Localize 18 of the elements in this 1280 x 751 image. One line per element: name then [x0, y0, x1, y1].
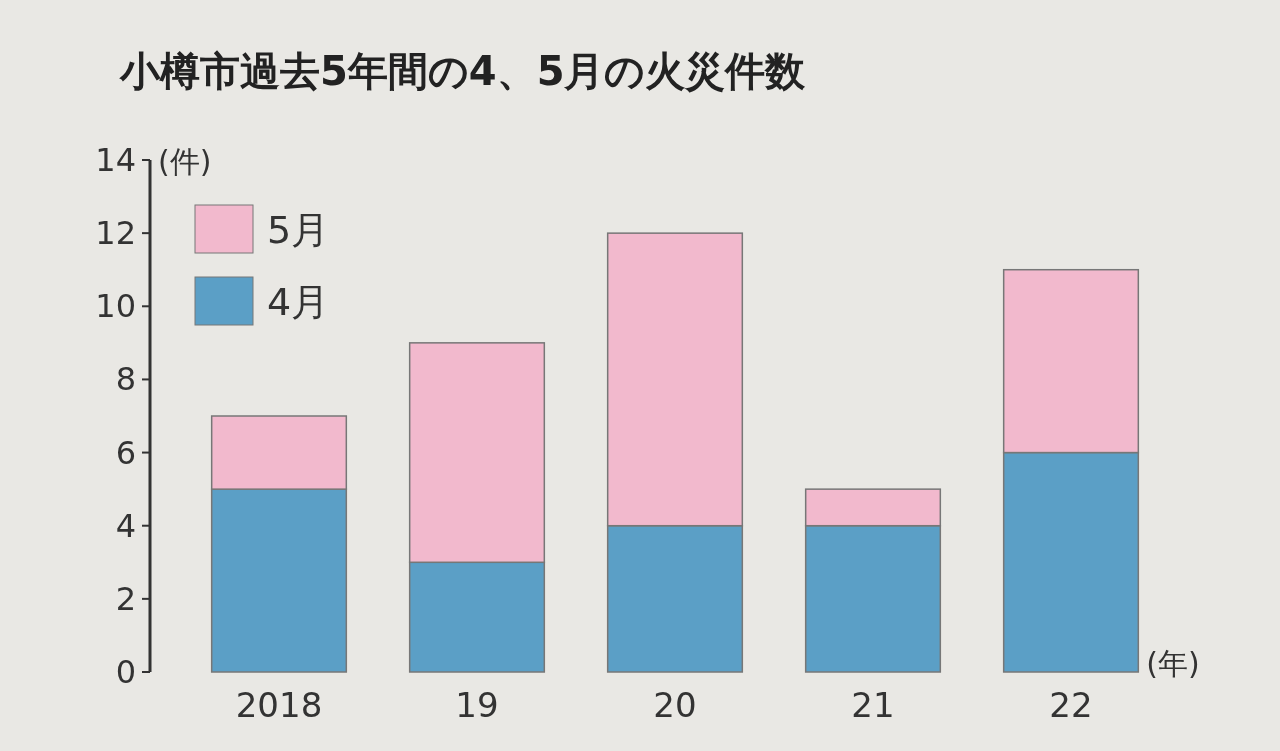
- y-tick-label: 14: [95, 141, 136, 179]
- y-tick-label: 2: [115, 579, 136, 618]
- y-tick-label: 10: [95, 287, 136, 326]
- legend-label: 5月: [267, 208, 330, 252]
- x-tick-label: 22: [1049, 685, 1093, 725]
- y-tick-label: 12: [95, 214, 136, 253]
- x-tick-label: 21: [851, 685, 895, 725]
- y-tick-label: 8: [115, 360, 136, 399]
- x-tick-label: 20: [653, 685, 697, 725]
- x-tick-label: 19: [455, 685, 499, 725]
- legend-label: 4月: [267, 280, 330, 324]
- x-tick-label: 2018: [235, 685, 323, 725]
- chart-title: 小樽市過去5年間の4、5月の火災件数: [119, 48, 807, 94]
- y-tick-label: 6: [115, 433, 136, 472]
- y-tick-label: 4: [115, 506, 136, 545]
- y-tick-label: 0: [115, 653, 136, 691]
- x-axis-title: (年): [1146, 646, 1200, 681]
- y-axis-title: (件): [158, 144, 212, 179]
